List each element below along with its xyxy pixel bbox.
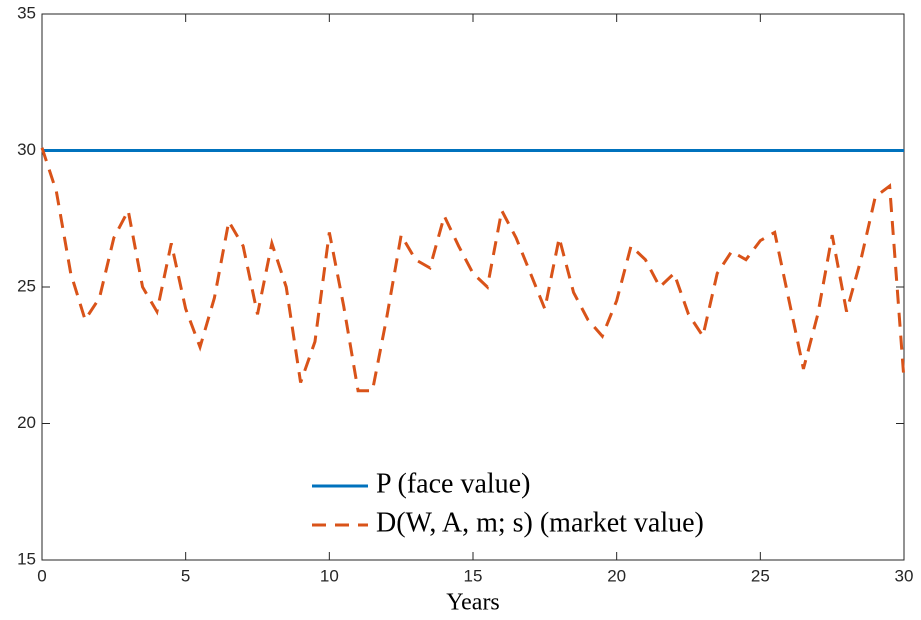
y-tick-label: 20 (17, 413, 36, 432)
x-tick-label: 5 (181, 566, 190, 585)
y-tick-label: 25 (17, 276, 36, 295)
x-tick-label: 10 (320, 566, 339, 585)
x-tick-label: 25 (751, 566, 770, 585)
x-tick-label: 0 (37, 566, 46, 585)
legend-label: P (face value) (376, 468, 530, 499)
x-tick-label: 20 (607, 566, 626, 585)
legend-label: D(W, A, m; s) (market value) (376, 507, 704, 538)
data-line (40, 147, 906, 393)
legend-box (300, 464, 885, 552)
x-tick-label: 15 (464, 566, 483, 585)
x-axis-label: Years (446, 590, 500, 616)
y-tick-label: 15 (17, 549, 36, 568)
x-tick-label: 30 (895, 566, 914, 585)
y-tick-label: 30 (17, 140, 36, 159)
y-tick-label: 35 (17, 3, 36, 22)
